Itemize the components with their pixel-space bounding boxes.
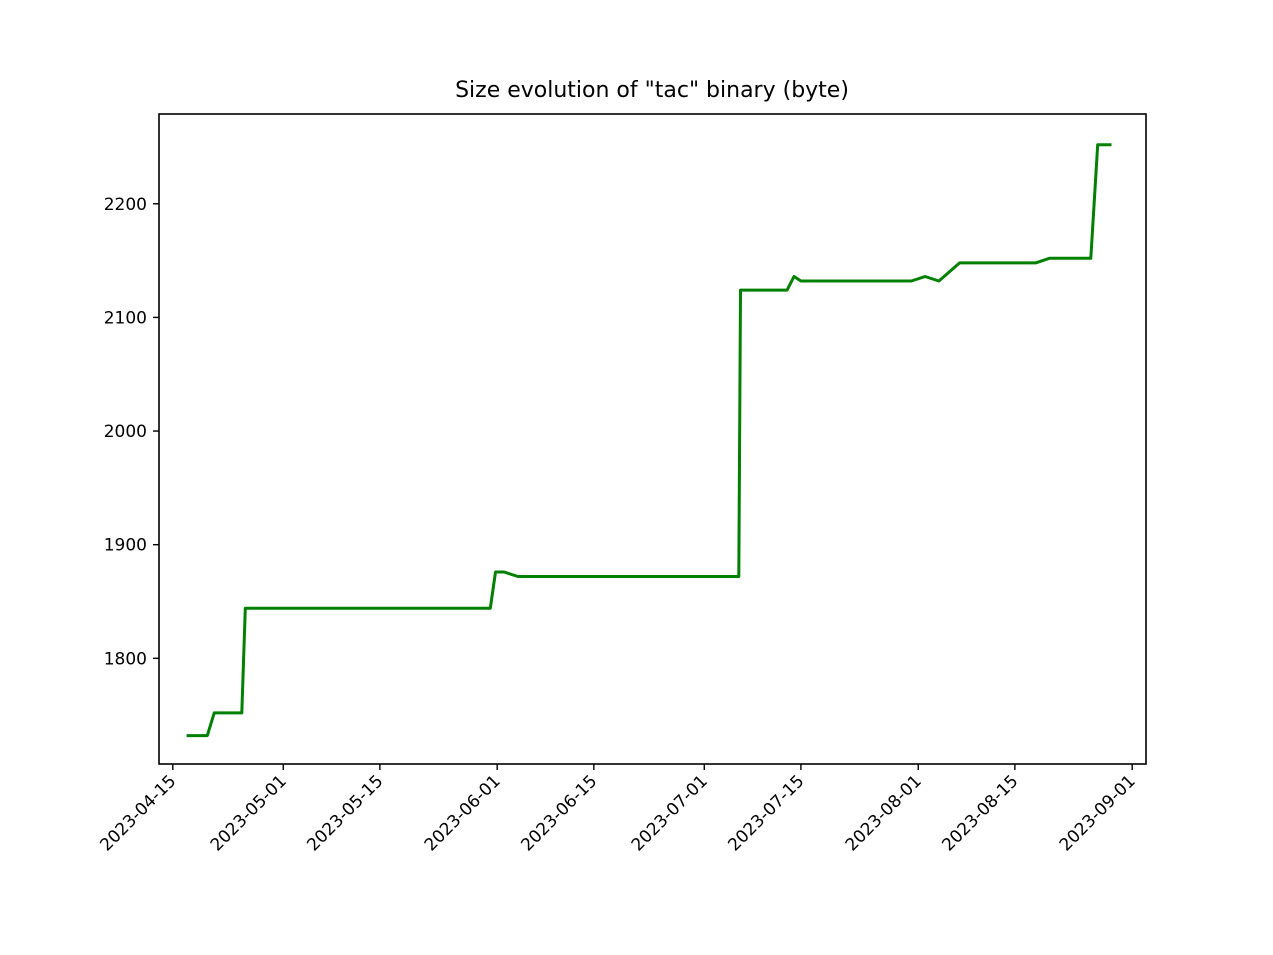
- y-tick-label: 1900: [104, 536, 147, 556]
- x-tick-label: 2023-06-15: [517, 771, 601, 855]
- x-tick-label: 2023-08-01: [842, 771, 926, 855]
- axes-frame: [158, 113, 1147, 765]
- y-axis: 1800 1900 2000 2100 2200: [104, 195, 159, 669]
- x-tick-label: 2023-08-15: [938, 771, 1022, 855]
- plot-area: [186, 143, 1112, 738]
- x-tick-label: 2023-05-01: [207, 771, 291, 855]
- y-tick-label: 2200: [104, 195, 147, 215]
- x-tick-label: 2023-05-15: [303, 771, 387, 855]
- y-tick-label: 2000: [104, 422, 147, 442]
- x-tick-label: 2023-04-15: [96, 771, 180, 855]
- y-tick-label: 1800: [104, 649, 147, 669]
- x-tick-label: 2023-09-01: [1056, 771, 1140, 855]
- x-tick-label: 2023-06-01: [421, 771, 505, 855]
- x-tick-label: 2023-07-01: [628, 771, 712, 855]
- x-tick-label: 2023-07-15: [724, 771, 808, 855]
- series-line-0: [186, 143, 1112, 738]
- chart-title: Size evolution of "tac" binary (byte): [455, 78, 849, 103]
- x-axis: 2023-04-15 2023-05-01 2023-05-15 2023-06-01…: [96, 764, 1140, 855]
- y-tick-label: 2100: [104, 308, 147, 328]
